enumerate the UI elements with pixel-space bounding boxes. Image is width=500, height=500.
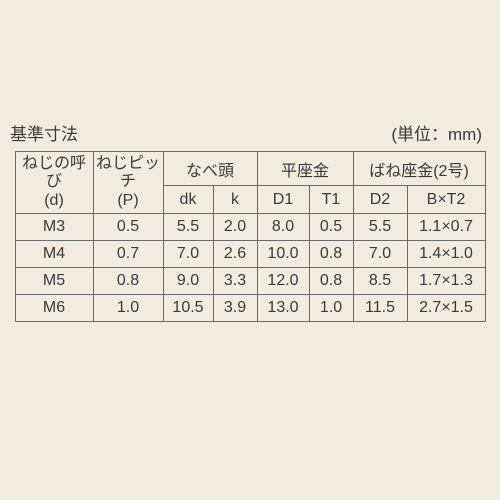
cell-dk: 7.0 xyxy=(163,241,213,268)
table-row: M5 0.8 9.0 3.3 12.0 0.8 8.5 1.7×1.3 xyxy=(15,268,485,295)
cell-k: 3.9 xyxy=(213,295,257,322)
cell-dk: 10.5 xyxy=(163,295,213,322)
caption-left: 基準寸法 xyxy=(10,120,78,145)
cell-bxt2: 1.1×0.7 xyxy=(407,214,485,241)
col-d2-header: D2 xyxy=(353,186,407,214)
col-pitch-sublabel: (P) xyxy=(94,192,163,210)
cell-k: 2.0 xyxy=(213,214,257,241)
cell-t1: 0.8 xyxy=(309,241,353,268)
cell-d2: 7.0 xyxy=(353,241,407,268)
cell-d1: 12.0 xyxy=(257,268,309,295)
cell-d2: 5.5 xyxy=(353,214,407,241)
page: 基準寸法 (単位：mm) ねじの呼び (d) ねじピッチ (P) なべ頭 平座金… xyxy=(0,0,500,500)
col-dk-header: dk xyxy=(163,186,213,214)
cell-pitch: 0.5 xyxy=(93,214,163,241)
col-d1-header: D1 xyxy=(257,186,309,214)
group-flat-header: 平座金 xyxy=(257,152,353,186)
table-row: M6 1.0 10.5 3.9 13.0 1.0 11.5 2.7×1.5 xyxy=(15,295,485,322)
cell-k: 3.3 xyxy=(213,268,257,295)
col-name-sublabel: (d) xyxy=(16,192,93,210)
cell-d1: 10.0 xyxy=(257,241,309,268)
cell-t1: 1.0 xyxy=(309,295,353,322)
caption-right: (単位：mm) xyxy=(391,120,482,145)
col-k-header: k xyxy=(213,186,257,214)
col-name-header: ねじの呼び (d) xyxy=(15,152,93,214)
table-caption-row: 基準寸法 (単位：mm) xyxy=(0,120,500,151)
table-row: M3 0.5 5.5 2.0 8.0 0.5 5.5 1.1×0.7 xyxy=(15,214,485,241)
header-row-1: ねじの呼び (d) ねじピッチ (P) なべ頭 平座金 ばね座金(2号) xyxy=(15,152,485,186)
cell-dk: 5.5 xyxy=(163,214,213,241)
table-row: M4 0.7 7.0 2.6 10.0 0.8 7.0 1.4×1.0 xyxy=(15,241,485,268)
col-t1-header: T1 xyxy=(309,186,353,214)
cell-d2: 8.5 xyxy=(353,268,407,295)
cell-name: M6 xyxy=(15,295,93,322)
table-body: M3 0.5 5.5 2.0 8.0 0.5 5.5 1.1×0.7 M4 0.… xyxy=(15,214,485,322)
cell-pitch: 0.7 xyxy=(93,241,163,268)
col-bxt2-header: B×T2 xyxy=(407,186,485,214)
cell-t1: 0.5 xyxy=(309,214,353,241)
cell-k: 2.6 xyxy=(213,241,257,268)
cell-pitch: 0.8 xyxy=(93,268,163,295)
cell-bxt2: 1.4×1.0 xyxy=(407,241,485,268)
cell-d2: 11.5 xyxy=(353,295,407,322)
col-pitch-label: ねじピッチ xyxy=(94,155,163,192)
cell-name: M3 xyxy=(15,214,93,241)
cell-dk: 9.0 xyxy=(163,268,213,295)
cell-d1: 13.0 xyxy=(257,295,309,322)
cell-d1: 8.0 xyxy=(257,214,309,241)
col-name-label: ねじの呼び xyxy=(16,155,93,192)
cell-name: M5 xyxy=(15,268,93,295)
cell-t1: 0.8 xyxy=(309,268,353,295)
cell-bxt2: 1.7×1.3 xyxy=(407,268,485,295)
spec-table: ねじの呼び (d) ねじピッチ (P) なべ頭 平座金 ばね座金(2号) dk … xyxy=(15,151,486,322)
cell-name: M4 xyxy=(15,241,93,268)
group-nabe-header: なべ頭 xyxy=(163,152,257,186)
col-pitch-header: ねじピッチ (P) xyxy=(93,152,163,214)
group-spring-header: ばね座金(2号) xyxy=(353,152,485,186)
cell-bxt2: 2.7×1.5 xyxy=(407,295,485,322)
cell-pitch: 1.0 xyxy=(93,295,163,322)
table-head: ねじの呼び (d) ねじピッチ (P) なべ頭 平座金 ばね座金(2号) dk … xyxy=(15,152,485,214)
